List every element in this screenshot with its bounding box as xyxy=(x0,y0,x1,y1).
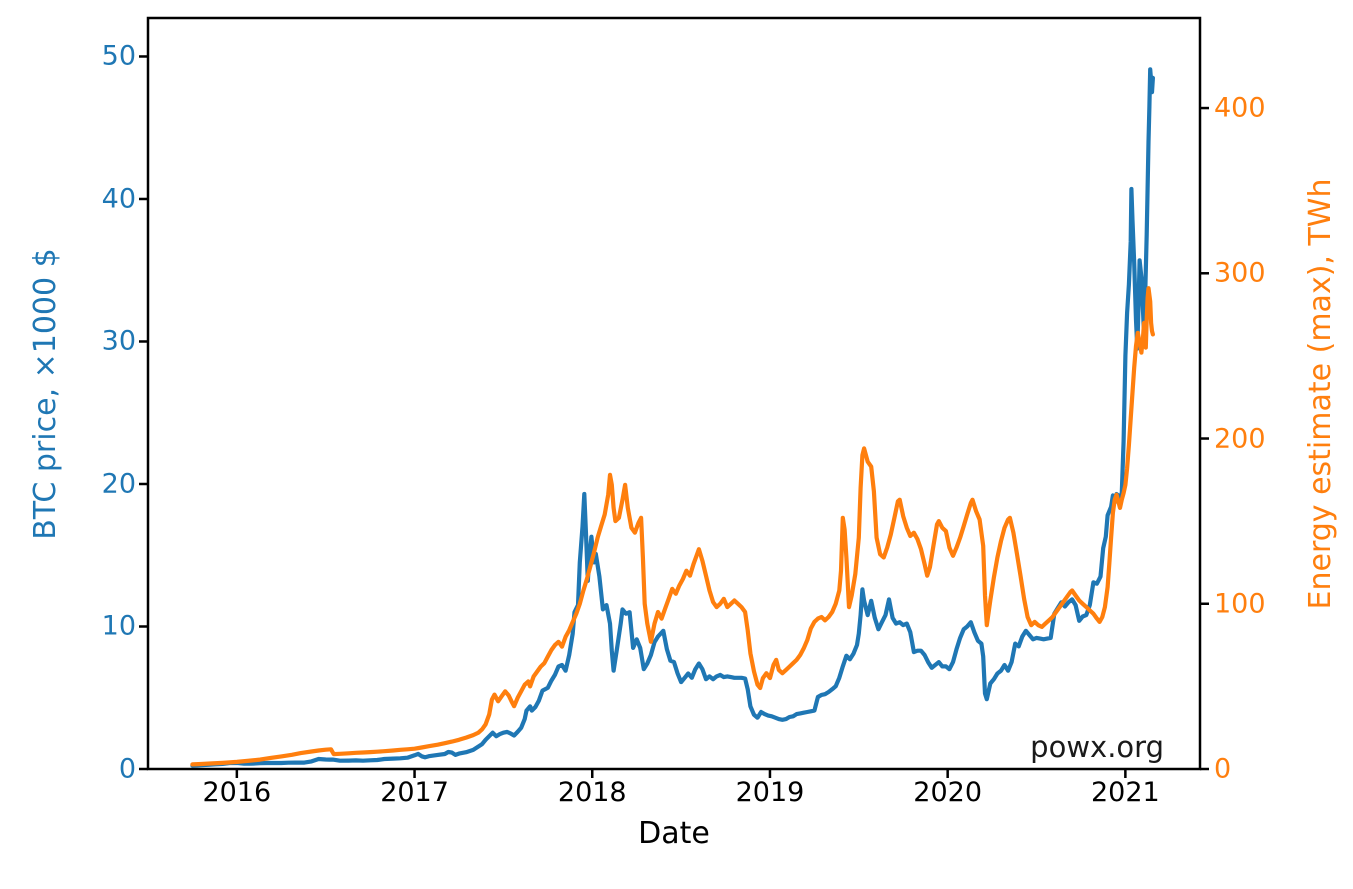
x-tick-label-2020: 2020 xyxy=(913,777,983,808)
left-tick-label-20: 20 xyxy=(101,468,136,500)
watermark-text: powx.org xyxy=(1030,730,1164,764)
right-tick-label-200: 200 xyxy=(1214,423,1266,455)
x-tick-label-2021: 2021 xyxy=(1091,777,1160,808)
right-tick-label-400: 400 xyxy=(1214,92,1266,124)
right-tick-label-0: 0 xyxy=(1214,753,1232,785)
left-tick-label-50: 50 xyxy=(101,40,136,72)
x-tick-label-2017: 2017 xyxy=(380,777,449,808)
right-tick-label-100: 100 xyxy=(1214,588,1266,620)
left-tick-label-0: 0 xyxy=(118,753,136,785)
plot-spines xyxy=(146,16,1202,771)
series-line-energy-estimate xyxy=(190,286,1156,767)
left-tick-label-10: 10 xyxy=(101,610,136,642)
right-axis-title: Energy estimate (max), TWh xyxy=(1303,178,1338,610)
right-tick-label-300: 300 xyxy=(1214,257,1266,289)
series-line-btc-price xyxy=(190,67,1156,768)
x-tick-label-2018: 2018 xyxy=(557,777,627,808)
left-tick-label-30: 30 xyxy=(101,325,136,357)
x-tick-label-2019: 2019 xyxy=(735,777,805,808)
x-axis-title: Date xyxy=(638,816,710,851)
left-tick-label-40: 40 xyxy=(101,183,136,215)
x-tick-label-2016: 2016 xyxy=(202,777,272,808)
